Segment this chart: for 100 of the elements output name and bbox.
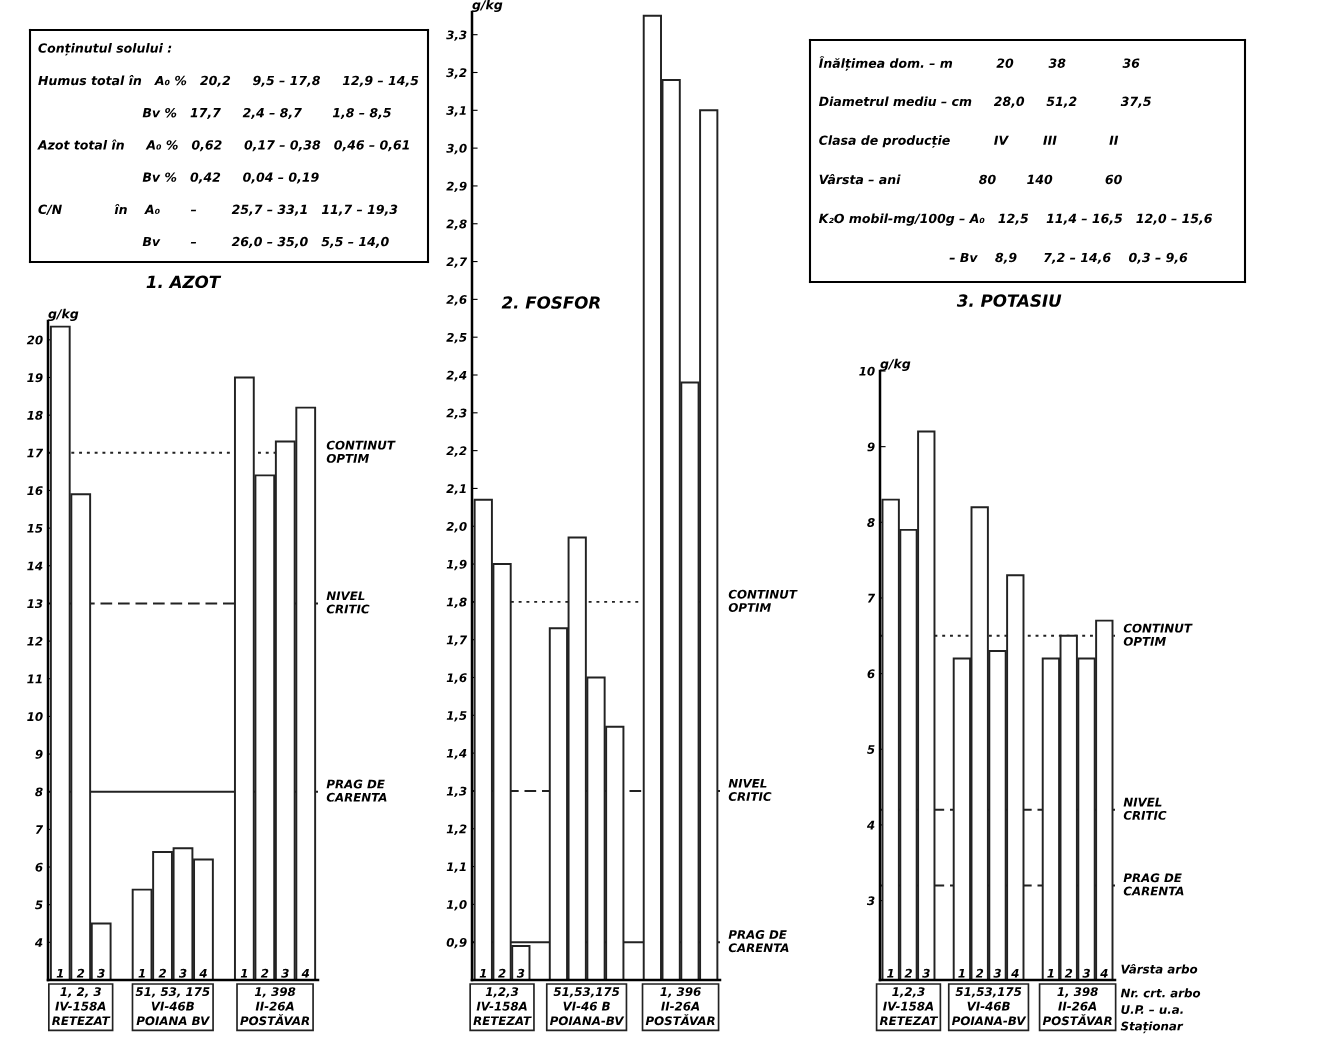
y-tick-label: 12 xyxy=(27,636,43,646)
y-tick-label: 15 xyxy=(27,523,43,533)
ref-line-label: CONTINUT OPTIM xyxy=(326,440,396,463)
x-tick-label: 1 xyxy=(887,968,894,978)
x-tick-label: 2 xyxy=(260,968,269,978)
ref-line-label: NIVEL CRITIC xyxy=(326,591,370,614)
y-tick-label: 3,3 xyxy=(446,30,467,41)
y-tick-label: 18 xyxy=(27,410,43,420)
text: 1,2,3 IV-158A RETEZAT xyxy=(879,987,939,1026)
y-axis-title: g/kg xyxy=(880,358,911,371)
text: 51,53,175 VI-46 B POIANA-BV xyxy=(549,987,625,1026)
y-tick-label: 2,3 xyxy=(446,408,467,419)
y-tick-label: 3 xyxy=(866,896,875,906)
y-tick-label: 3,1 xyxy=(446,106,466,117)
x-tick-label: 3 xyxy=(178,968,187,978)
text: Bv % 17,7 2,4 – 8,7 1,8 – 8,5 xyxy=(142,107,391,119)
y-tick-label: 1,9 xyxy=(446,559,467,571)
x-tick-label: 3 xyxy=(922,968,930,978)
y-tick-label: 7 xyxy=(35,825,44,834)
y-axis-title: g/kg xyxy=(472,0,503,12)
y-tick-label: 13 xyxy=(27,599,43,609)
y-tick-label: 1,7 xyxy=(446,635,468,646)
x-tick-label: 1 xyxy=(138,968,145,978)
y-tick-label: 2,1 xyxy=(446,484,466,495)
y-tick-label: 9 xyxy=(867,442,875,452)
ref-line-label: PRAG DE CARENTA xyxy=(1123,873,1184,896)
x-tick-label: 1 xyxy=(479,968,486,978)
y-tick-label: 1,4 xyxy=(446,749,467,760)
y-tick-label: 2,7 xyxy=(446,257,468,268)
y-tick-label: 1,1 xyxy=(446,862,466,873)
y-tick-label: 1,6 xyxy=(446,673,467,684)
y-tick-label: 10 xyxy=(859,366,875,376)
ref-line-label: NIVEL CRITIC xyxy=(1123,797,1167,820)
text: 1, 398 II-26A POSTĂVAR xyxy=(1042,987,1112,1026)
text: U.P. – u.a. xyxy=(1121,1005,1183,1014)
x-tick-label: 4 xyxy=(199,968,207,978)
text: Nr. crt. arbo xyxy=(1120,988,1201,998)
y-tick-label: 1,0 xyxy=(446,900,467,911)
x-tick-label: 3 xyxy=(97,968,105,978)
x-tick-label: 2 xyxy=(975,968,984,978)
y-tick-label: 0,9 xyxy=(446,937,467,949)
text: Vârsta – ani 80 140 60 xyxy=(819,173,1122,185)
text: Azot total în A₀ % 0,62 0,17 – 0,38 0,46 – 0,61 xyxy=(37,139,409,152)
y-tick-label: 5 xyxy=(867,745,875,754)
x-tick-label: 1 xyxy=(56,968,63,978)
ref-line-label: CONTINUT OPTIM xyxy=(1123,623,1193,646)
text: 51, 53, 175 VI-46B POIANA BV xyxy=(135,987,211,1026)
y-tick-label: 7 xyxy=(867,593,876,603)
y-tick-label: 2,8 xyxy=(446,219,467,230)
ref-line-label: NIVEL CRITIC xyxy=(728,778,772,801)
x-tick-label: 4 xyxy=(301,968,310,978)
text: 1, 396 II-26A POSTĂVAR xyxy=(645,987,715,1026)
y-tick-label: 1,8 xyxy=(446,597,467,609)
y-tick-label: 17 xyxy=(27,448,44,458)
x-tick-label: 3 xyxy=(993,968,1001,978)
text: – Bv 8,9 7,2 – 14,6 0,3 – 9,6 xyxy=(949,252,1188,264)
y-tick-label: 6 xyxy=(867,669,875,679)
x-tick-label: 3 xyxy=(1082,968,1090,978)
y-tick-label: 2,2 xyxy=(446,446,467,457)
text: 1, 398 II-26A POSTĂVAR xyxy=(240,987,310,1026)
text: Clasa de producție IV III II xyxy=(819,135,1119,148)
x-tick-label: 4 xyxy=(1011,968,1019,978)
x-tick-label: 3 xyxy=(516,968,525,978)
text: Conținutul solului : xyxy=(38,43,172,56)
x-tick-label: 1 xyxy=(240,968,248,978)
x-tick-label: 2 xyxy=(904,968,912,978)
y-tick-label: 3,0 xyxy=(446,143,467,155)
x-tick-label: 3 xyxy=(281,968,289,978)
y-tick-label: 8 xyxy=(867,518,875,527)
text: Bv % 0,42 0,04 – 0,19 xyxy=(142,172,319,184)
y-tick-label: 2,9 xyxy=(446,181,467,193)
y-tick-label: 1,3 xyxy=(446,786,467,798)
text: Humus total în A₀ % 20,2 9,5 – 17,8 12,9 – 14,5 xyxy=(38,75,419,87)
text: K₂O mobil-mg/100g – A₀ 12,5 11,4 – 16,5 12,0 – 15,6 xyxy=(818,213,1213,226)
y-axis-title: g/kg xyxy=(48,308,79,321)
x-tick-label: 2 xyxy=(158,968,166,978)
x-tick-label: 2 xyxy=(76,968,85,978)
y-tick-label: 4 xyxy=(866,820,875,830)
y-tick-label: 3,2 xyxy=(446,68,467,79)
x-tick-label: 1 xyxy=(1047,968,1054,978)
text: Înălțimea dom. – m 20 38 36 xyxy=(818,56,1140,71)
text: 1, 2, 3 IV-158A RETEZAT xyxy=(52,987,111,1026)
y-tick-label: 5 xyxy=(35,900,43,910)
y-tick-label: 2,6 xyxy=(446,295,467,306)
y-tick-label: 11 xyxy=(27,674,42,684)
x-tick-label: 2 xyxy=(498,968,506,978)
x-tick-label: 2 xyxy=(1064,968,1073,978)
x-tick-label: 4 xyxy=(1100,968,1108,978)
ref-line-label: PRAG DE CARENTA xyxy=(728,930,789,953)
y-tick-label: 2,5 xyxy=(446,332,467,344)
y-tick-label: 1,5 xyxy=(446,711,467,722)
chart-title: 1. AZOT xyxy=(146,275,222,289)
y-tick-label: 19 xyxy=(27,373,43,383)
y-tick-label: 4 xyxy=(34,938,43,947)
text: C/N în A₀ – 25,7 – 33,1 11,7 – 19,3 xyxy=(38,203,398,216)
text: Staționar xyxy=(1120,1021,1184,1034)
ref-line-label: PRAG DE CARENTA xyxy=(326,779,387,802)
y-tick-label: 8 xyxy=(35,787,43,797)
text: Diametrul mediu – cm 28,0 51,2 37,5 xyxy=(818,96,1151,108)
y-tick-label: 6 xyxy=(35,862,43,872)
